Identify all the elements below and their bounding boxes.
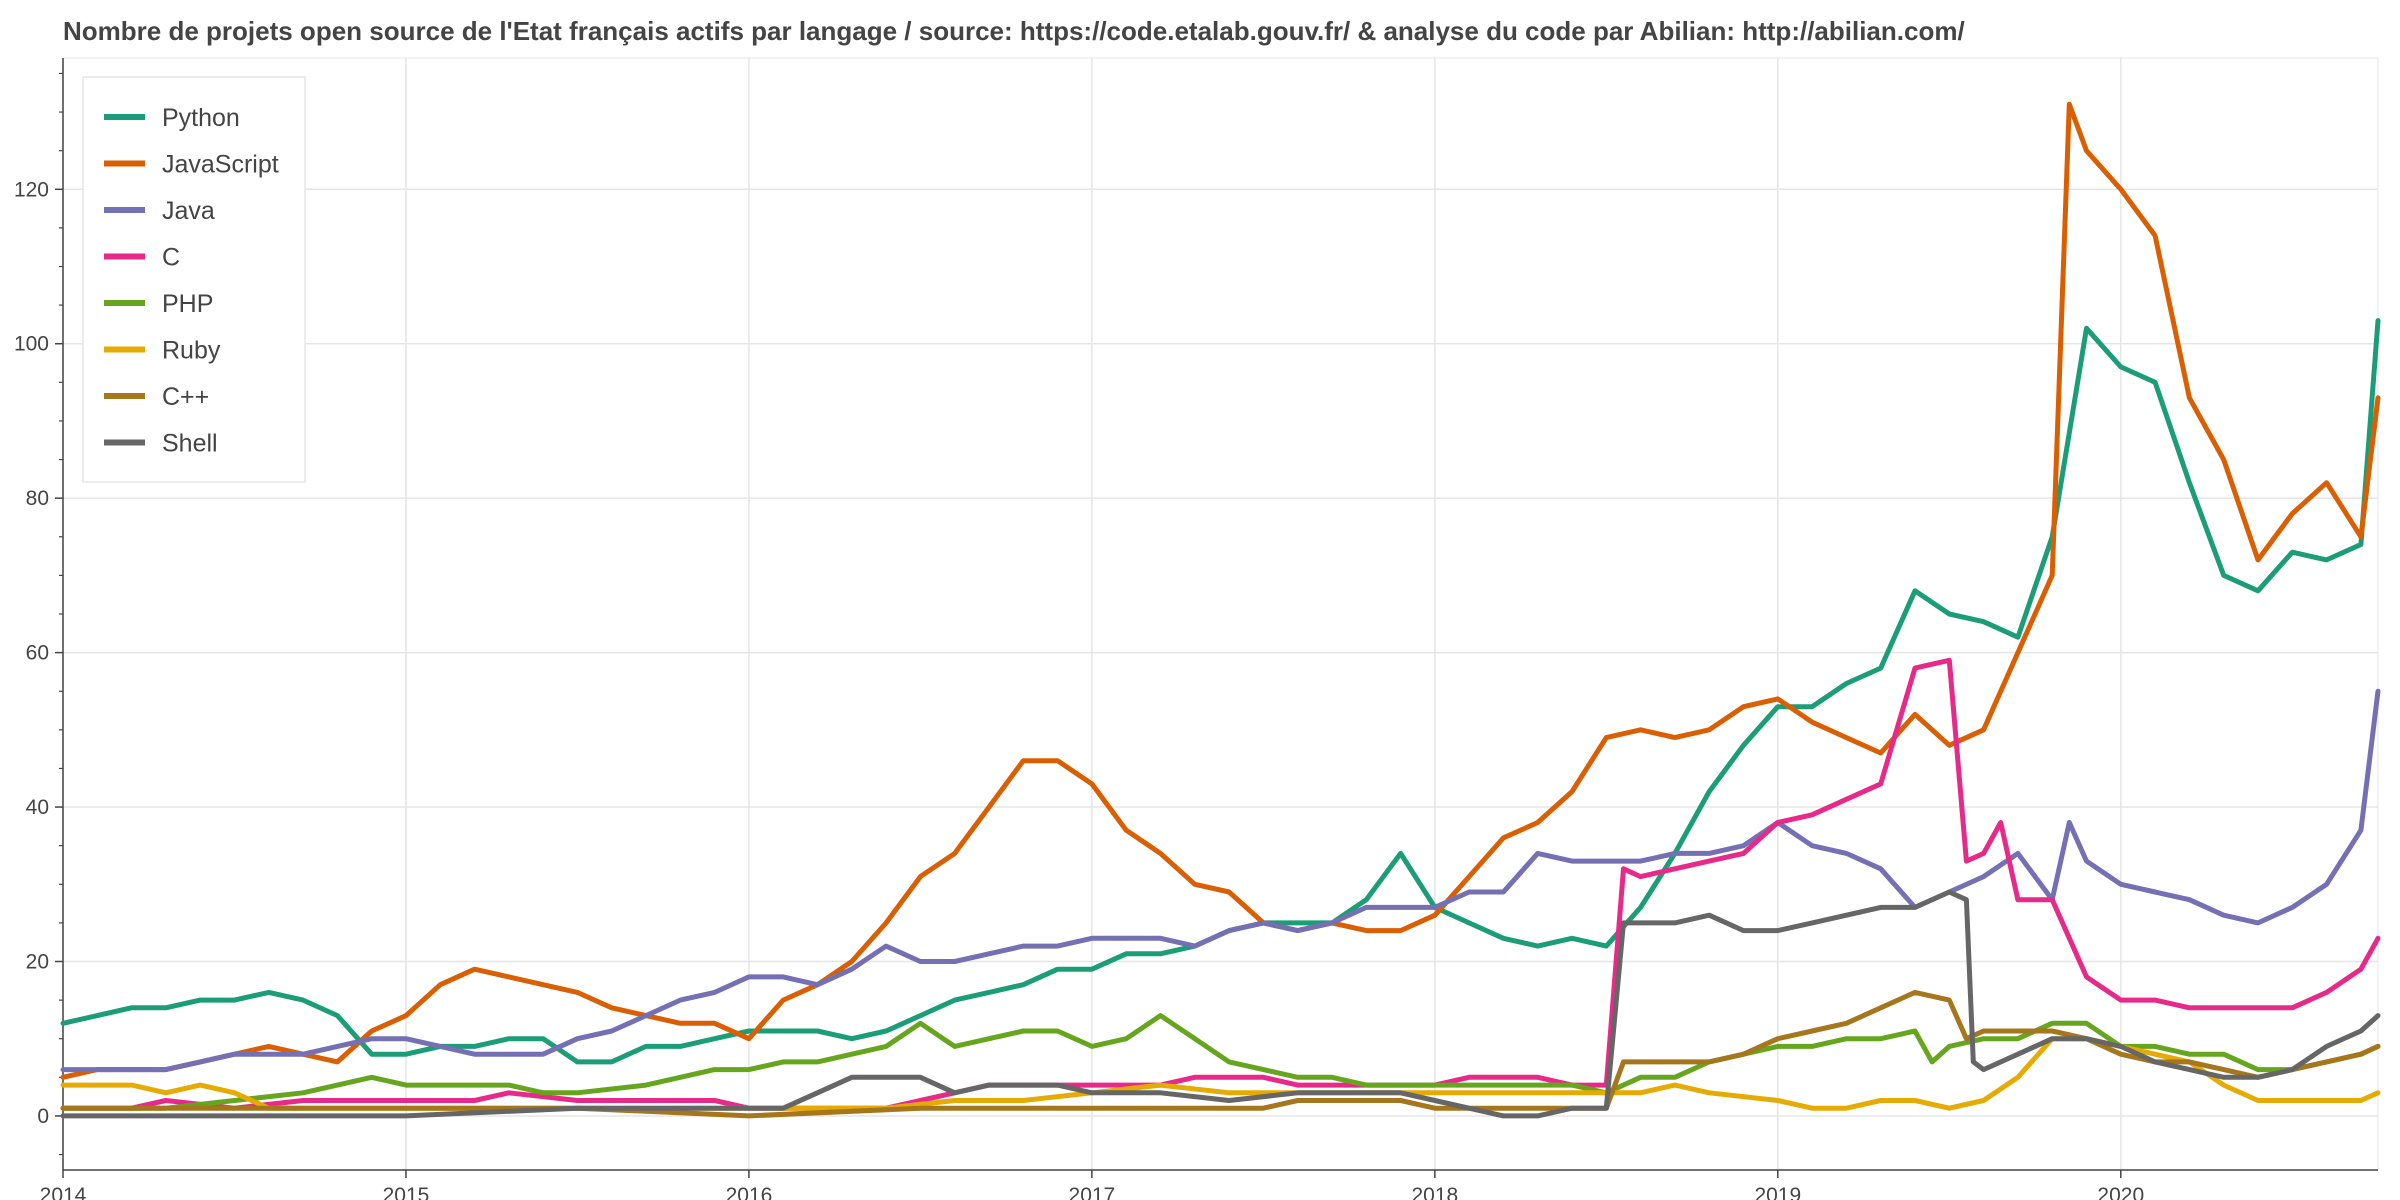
x-tick-label: 2020 [2097,1184,2144,1200]
series-line-c [60,657,2381,1111]
series-line-javascript [60,101,2381,1080]
x-tick-label: 2017 [1069,1184,1116,1200]
x-tick-label: 2018 [1411,1184,1458,1200]
legend-label: JavaScript [162,151,279,179]
legend-label: Ruby [162,337,221,365]
y-tick-label: 100 [14,333,49,356]
y-tick-label: 20 [26,951,49,974]
x-tick-label: 2016 [726,1184,773,1200]
series-line-java [60,688,2381,1073]
plot-background [62,57,2379,1171]
x-tick-label: 2019 [1754,1184,1801,1200]
legend-label: C [162,244,180,272]
chart-title: Nombre de projets open source de l'Etat … [63,16,1965,46]
y-tick-label: 60 [26,642,49,665]
series-lines [60,101,2381,1119]
y-tick-label: 0 [37,1105,49,1128]
series-line-shell [60,889,2381,1119]
legend: Python JavaScript Java C PHP Ruby C++ Shell [82,76,306,483]
series-line-php [60,1013,2381,1111]
legend-box [82,76,306,483]
legend-label: C++ [162,383,209,411]
legend-label: Python [162,104,240,132]
y-tick-label: 40 [26,796,49,819]
legend-label: Shell [162,430,218,458]
legend-label: PHP [162,290,213,318]
axes: 0 20 40 60 80 100 120 2014 2015 2016 2017 2018 2019 2… [14,58,2378,1200]
x-tick-label: 2014 [40,1184,87,1200]
y-tick-label: 120 [14,178,49,201]
x-tick-label: 2015 [383,1184,430,1200]
y-tick-label: 80 [26,487,49,510]
legend-label: Java [162,197,215,225]
series-line-c- [60,989,2381,1119]
